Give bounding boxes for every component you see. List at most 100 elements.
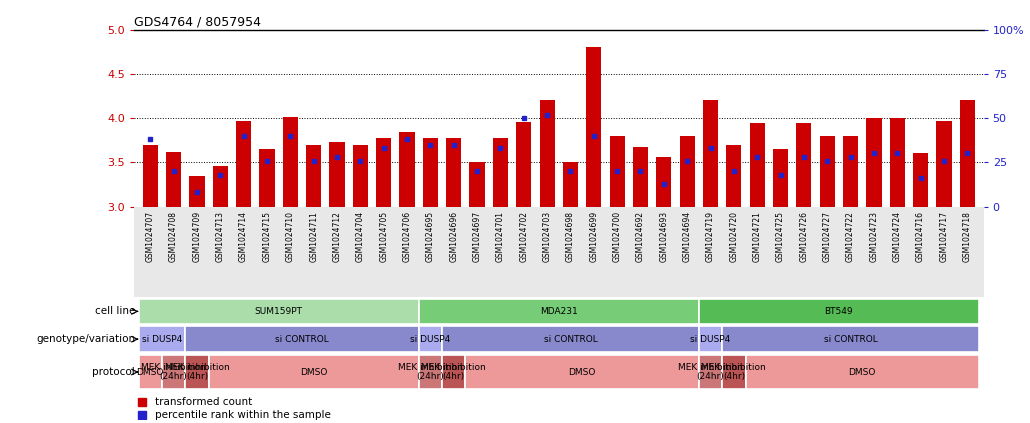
Bar [306,145,321,206]
Bar [586,47,602,206]
Text: MDA231: MDA231 [540,307,578,316]
Text: GSM1024696: GSM1024696 [449,211,458,262]
Bar [936,121,952,206]
Text: genotype/variation: genotype/variation [36,334,135,344]
Text: GSM1024699: GSM1024699 [589,211,598,262]
Text: GSM1024709: GSM1024709 [193,211,202,262]
FancyBboxPatch shape [139,327,185,352]
Text: DMSO: DMSO [137,368,164,376]
FancyBboxPatch shape [139,299,419,324]
Text: GSM1024725: GSM1024725 [776,211,785,262]
Text: GSM1024693: GSM1024693 [659,211,668,262]
Text: si CONTROL: si CONTROL [824,335,878,343]
Text: GSM1024722: GSM1024722 [846,211,855,262]
FancyBboxPatch shape [722,354,746,390]
FancyBboxPatch shape [698,354,722,390]
Text: DMSO: DMSO [569,368,595,376]
Text: cell line: cell line [95,306,135,316]
Text: MEK inhibition
(24hr): MEK inhibition (24hr) [678,363,743,382]
Bar [492,137,508,206]
Bar [702,100,718,206]
Text: GSM1024720: GSM1024720 [729,211,739,262]
Bar [446,137,461,206]
Text: GSM1024711: GSM1024711 [309,211,318,262]
Text: GSM1024706: GSM1024706 [403,211,412,262]
Bar [422,137,438,206]
Text: GSM1024707: GSM1024707 [145,211,154,262]
Text: GSM1024698: GSM1024698 [565,211,575,262]
Bar [190,176,205,206]
FancyBboxPatch shape [442,354,466,390]
Text: GSM1024700: GSM1024700 [613,211,622,262]
Bar [610,136,625,206]
Text: GSM1024724: GSM1024724 [893,211,902,262]
Text: GSM1024692: GSM1024692 [636,211,645,262]
FancyBboxPatch shape [185,327,419,352]
Text: GSM1024694: GSM1024694 [683,211,692,262]
Text: GSM1024727: GSM1024727 [823,211,832,262]
Text: SUM159PT: SUM159PT [254,307,303,316]
Text: GSM1024708: GSM1024708 [169,211,178,262]
FancyBboxPatch shape [698,327,722,352]
FancyBboxPatch shape [698,299,978,324]
Bar [260,149,275,206]
Text: GSM1024697: GSM1024697 [473,211,482,262]
FancyBboxPatch shape [466,354,698,390]
Text: GSM1024714: GSM1024714 [239,211,248,262]
Text: GSM1024701: GSM1024701 [495,211,505,262]
Bar [212,166,228,206]
Text: DMSO: DMSO [300,368,328,376]
Text: si CONTROL: si CONTROL [544,335,597,343]
Text: GSM1024715: GSM1024715 [263,211,272,262]
FancyBboxPatch shape [419,354,442,390]
Bar [726,145,742,206]
Bar [632,147,648,206]
Bar [540,100,555,206]
Text: si CONTROL: si CONTROL [275,335,329,343]
FancyBboxPatch shape [209,354,419,390]
Bar [166,152,181,206]
Text: GSM1024705: GSM1024705 [379,211,388,262]
Text: transformed count: transformed count [156,397,252,407]
Bar [890,118,905,206]
Bar [352,145,368,206]
Text: si DUSP4: si DUSP4 [410,335,450,343]
Text: GSM1024723: GSM1024723 [869,211,879,262]
Text: GSM1024717: GSM1024717 [939,211,949,262]
Text: GSM1024704: GSM1024704 [355,211,365,262]
Bar [282,117,298,206]
Text: GSM1024718: GSM1024718 [963,211,972,262]
Text: GDS4764 / 8057954: GDS4764 / 8057954 [134,16,261,28]
Bar [843,136,858,206]
Text: GSM1024703: GSM1024703 [543,211,552,262]
Text: GSM1024710: GSM1024710 [285,211,295,262]
Text: GSM1024721: GSM1024721 [753,211,762,262]
Text: MEK inhibition
(4hr): MEK inhibition (4hr) [421,363,486,382]
FancyBboxPatch shape [185,354,209,390]
Text: MEK inhibition
(4hr): MEK inhibition (4hr) [701,363,766,382]
Bar [960,100,975,206]
Bar [796,124,812,206]
Text: si DUSP4: si DUSP4 [690,335,730,343]
Text: GSM1024716: GSM1024716 [916,211,925,262]
Bar [516,123,531,206]
Text: GSM1024712: GSM1024712 [333,211,342,262]
Text: DMSO: DMSO [849,368,875,376]
FancyBboxPatch shape [139,354,162,390]
Bar [470,162,485,206]
Bar [400,132,415,206]
Bar [820,136,835,206]
Text: BT549: BT549 [825,307,853,316]
Text: si DUSP4: si DUSP4 [142,335,182,343]
Bar [866,118,882,206]
Bar [142,145,158,206]
Text: percentile rank within the sample: percentile rank within the sample [156,409,331,420]
FancyBboxPatch shape [442,327,698,352]
Text: GSM1024713: GSM1024713 [215,211,225,262]
Text: MEK inhibition
(24hr): MEK inhibition (24hr) [398,363,462,382]
Bar [750,124,765,206]
FancyBboxPatch shape [162,354,185,390]
FancyBboxPatch shape [419,299,698,324]
Text: GSM1024702: GSM1024702 [519,211,528,262]
Bar [562,162,578,206]
